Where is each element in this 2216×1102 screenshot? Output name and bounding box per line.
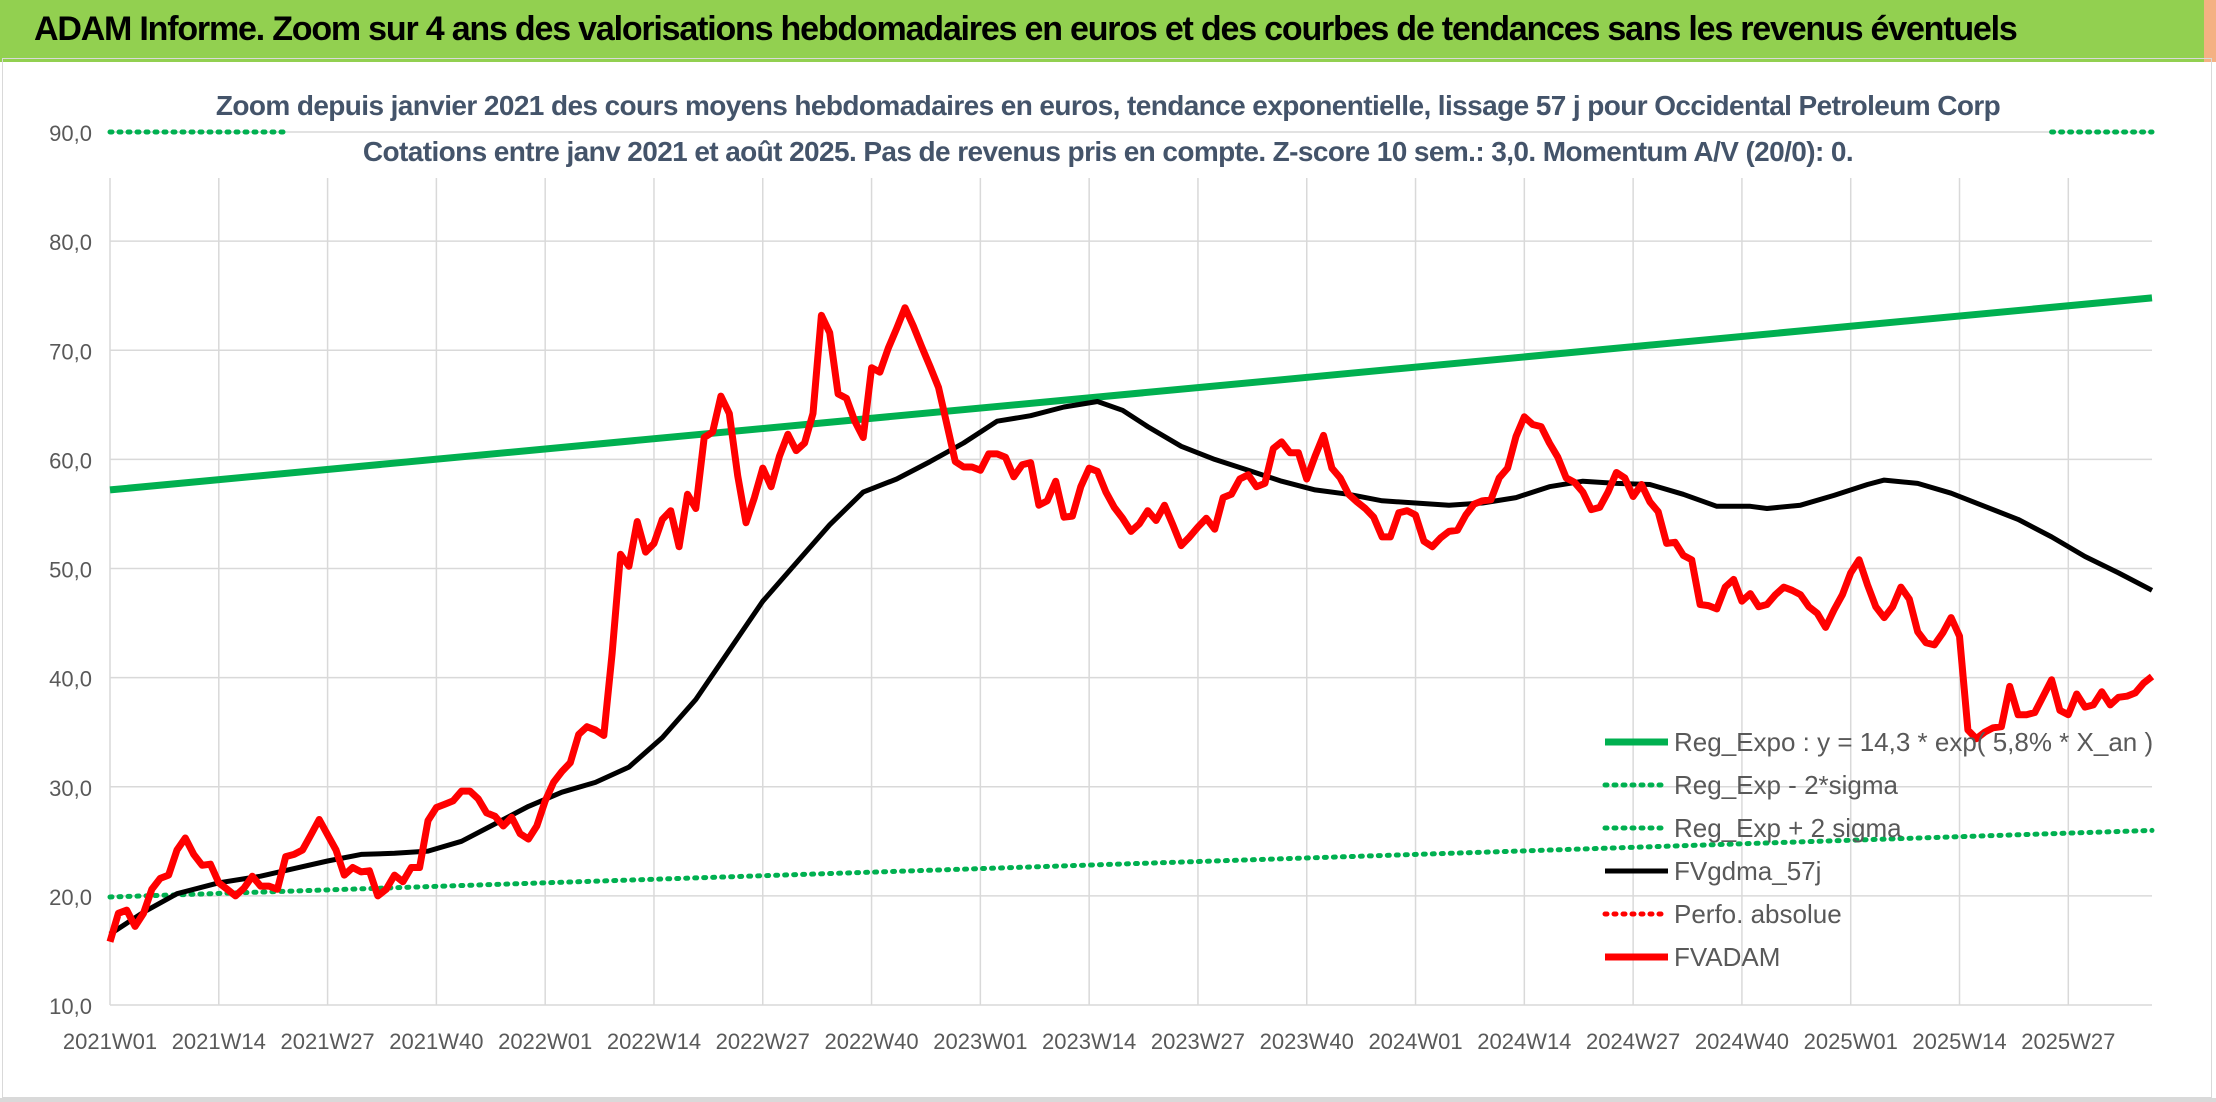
x-tick-label: 2021W14 [172, 1029, 266, 1054]
x-tick-label: 2021W40 [389, 1029, 483, 1054]
legend-label: FVADAM [1674, 942, 1780, 972]
chart-title-line-1: Zoom depuis janvier 2021 des cours moyen… [215, 90, 2001, 121]
legend-label: FVgdma_57j [1674, 856, 1821, 886]
banner-accent [2204, 0, 2216, 62]
y-tick-label: 30,0 [49, 776, 92, 801]
series-fvadam [106, 304, 2155, 943]
header-banner: ADAM Informe. Zoom sur 4 ans des valoris… [0, 0, 2216, 62]
series-reg-expo [109, 294, 2153, 494]
x-tick-label: 2021W27 [280, 1029, 374, 1054]
y-tick-label: 70,0 [49, 339, 92, 364]
x-tick-label: 2024W01 [1368, 1029, 1462, 1054]
x-tick-label: 2025W14 [1912, 1029, 2006, 1054]
chart-frame [2, 58, 2212, 1098]
x-tick-label: 2022W27 [716, 1029, 810, 1054]
legend-label: Reg_Exp - 2*sigma [1674, 770, 1899, 800]
y-tick-label: 50,0 [49, 558, 92, 583]
series-fvgdma-57j [108, 399, 2154, 937]
x-tick-label: 2023W01 [933, 1029, 1027, 1054]
x-tick-label: 2023W40 [1260, 1029, 1354, 1054]
y-tick-label: 20,0 [49, 885, 92, 910]
x-tick-label: 2023W14 [1042, 1029, 1136, 1054]
x-tick-label: 2023W27 [1151, 1029, 1245, 1054]
legend-label: Reg_Exp + 2 sigma [1674, 813, 1902, 843]
x-tick-label: 2022W40 [824, 1029, 918, 1054]
x-tick-label: 2024W27 [1586, 1029, 1680, 1054]
x-tick-label: 2025W27 [2021, 1029, 2115, 1054]
chart-title-line-2: Cotations entre janv 2021 et août 2025. … [362, 136, 1854, 167]
x-tick-label: 2022W14 [607, 1029, 701, 1054]
x-tick-label: 2025W01 [1804, 1029, 1898, 1054]
x-tick-label: 2022W01 [498, 1029, 592, 1054]
y-tick-label: 10,0 [49, 994, 92, 1019]
bottom-border [0, 1098, 2216, 1102]
y-tick-label: 40,0 [49, 667, 92, 692]
legend-label: Reg_Expo : y = 14,3 * exp( 5,8% * X_an ) [1674, 727, 2153, 757]
y-tick-label: 90,0 [49, 121, 92, 146]
x-tick-label: 2021W01 [63, 1029, 157, 1054]
x-tick-label: 2024W14 [1477, 1029, 1571, 1054]
y-tick-label: 60,0 [49, 448, 92, 473]
header-title: ADAM Informe. Zoom sur 4 ans des valoris… [34, 10, 2018, 48]
series-reg-exp-minus-2sigma [107, 827, 2155, 900]
x-tick-label: 2024W40 [1695, 1029, 1789, 1054]
legend-label: Perfo. absolue [1674, 899, 1842, 929]
y-tick-label: 80,0 [49, 230, 92, 255]
